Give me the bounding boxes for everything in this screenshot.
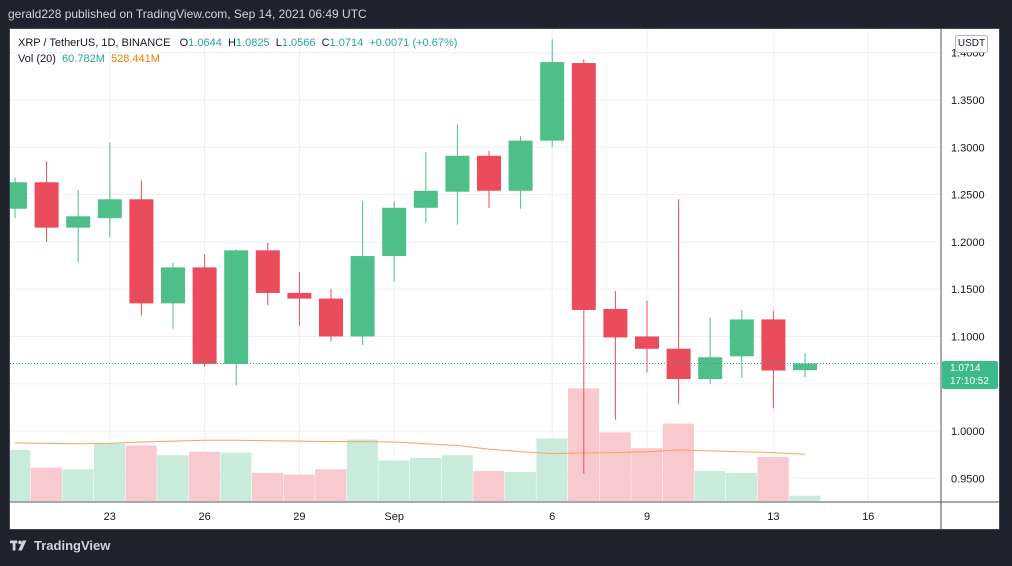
y-tick-label: 1.0000	[951, 426, 985, 438]
volume-bar[interactable]	[662, 423, 694, 501]
x-tick-label: 13	[767, 511, 779, 523]
volume-ma-line	[14, 439, 806, 455]
volume-bar[interactable]	[410, 457, 442, 501]
legend-close: 1.0714	[329, 37, 364, 49]
volume-bar[interactable]	[726, 472, 758, 501]
candle-body[interactable]	[761, 319, 786, 371]
volume-bar[interactable]	[378, 460, 410, 501]
x-tick-label: 6	[549, 511, 555, 523]
x-tick-label: 26	[198, 511, 210, 523]
candle-body[interactable]	[382, 207, 407, 257]
legend-vol-ma: 528.441M	[110, 53, 160, 65]
candle-body[interactable]	[10, 182, 27, 209]
candle-body[interactable]	[635, 336, 659, 349]
volume-bar[interactable]	[473, 471, 505, 501]
legend-vol-value: 60.782M	[62, 53, 105, 65]
volume-bar[interactable]	[315, 469, 347, 501]
candle-body[interactable]	[129, 199, 154, 304]
volume-bar[interactable]	[157, 455, 189, 501]
candle-body[interactable]	[729, 319, 754, 357]
candle-body[interactable]	[192, 267, 217, 364]
candle-body[interactable]	[603, 309, 628, 338]
legend-ohlc-row: XRP / TetherUS, 1D, BINANCE O1.0644 H1.0…	[18, 35, 457, 51]
volume-bar[interactable]	[789, 495, 821, 501]
last-price-tag: 1.0714 17:10:52	[942, 361, 998, 389]
y-tick-label: 1.3500	[951, 95, 985, 107]
candle-body[interactable]	[350, 256, 375, 337]
footer-brand-text: TradingView	[34, 538, 111, 553]
y-tick-label: 1.3000	[951, 142, 985, 154]
candle-body[interactable]	[97, 199, 122, 219]
legend-high-label: H	[227, 37, 236, 49]
volume-bar[interactable]	[10, 449, 31, 501]
volume-bar[interactable]	[599, 432, 631, 501]
y-tick-label: 1.2000	[951, 237, 985, 249]
x-tick-label: 29	[293, 511, 305, 523]
last-price: 1.0714	[950, 363, 981, 374]
volume-bar[interactable]	[220, 452, 252, 501]
x-tick-label: 16	[862, 511, 874, 523]
candle-body[interactable]	[698, 357, 723, 380]
legend-close-label: C	[321, 37, 330, 49]
candle-body[interactable]	[287, 292, 312, 299]
legend-open: 1.0644	[188, 37, 222, 49]
candle-body[interactable]	[319, 298, 343, 337]
candle-body[interactable]	[571, 63, 596, 310]
candle-body[interactable]	[477, 155, 501, 191]
candle-body[interactable]	[413, 190, 438, 208]
volume-bar[interactable]	[62, 469, 94, 501]
legend-high: 1.0825	[235, 37, 270, 49]
candle-body[interactable]	[34, 182, 59, 228]
volume-bar[interactable]	[694, 471, 726, 501]
volume-bar[interactable]	[504, 471, 536, 501]
y-tick-label: 1.1500	[951, 284, 985, 296]
volume-bar[interactable]	[536, 438, 568, 501]
volume-bar[interactable]	[631, 448, 663, 501]
candle-body[interactable]	[161, 267, 185, 304]
candle-body[interactable]	[508, 140, 533, 191]
candle-body[interactable]	[66, 216, 91, 228]
publisher-bar: gerald228 published on TradingView.com, …	[0, 0, 1012, 28]
legend-volume-row: Vol (20) 60.782M 528.441M	[18, 51, 457, 67]
x-tick-label: Sep	[384, 511, 404, 523]
candle-body[interactable]	[540, 62, 565, 141]
candle-body[interactable]	[255, 250, 280, 293]
legend-open-label: O	[179, 37, 189, 49]
chart-legend: XRP / TetherUS, 1D, BINANCE O1.0644 H1.0…	[18, 35, 457, 67]
candle-body[interactable]	[445, 155, 470, 192]
volume-bar[interactable]	[441, 455, 473, 501]
legend-symbol[interactable]: XRP / TetherUS, 1D, BINANCE	[18, 37, 171, 49]
y-tick-label: 1.2500	[951, 190, 985, 202]
volume-bar[interactable]	[757, 457, 789, 501]
volume-bar[interactable]	[30, 467, 62, 501]
candle-body[interactable]	[793, 363, 817, 371]
candle-body[interactable]	[224, 250, 249, 364]
legend-vol-label[interactable]: Vol (20)	[18, 53, 56, 65]
x-tick-label: 23	[104, 511, 116, 523]
x-tick-label: 9	[644, 511, 650, 523]
volume-bar[interactable]	[346, 439, 378, 501]
volume-bar[interactable]	[252, 472, 284, 501]
candlestick-chart[interactable]: 1.40001.35001.30001.25001.20001.15001.10…	[10, 29, 1000, 529]
legend-change: +0.0071 (+0.67%)	[369, 37, 458, 49]
volume-bar[interactable]	[125, 445, 157, 501]
y-tick-label: 0.9500	[951, 473, 985, 485]
volume-bar[interactable]	[283, 474, 315, 501]
tradingview-logo-icon	[10, 540, 27, 551]
volume-bar[interactable]	[94, 443, 126, 501]
volume-bar[interactable]	[188, 451, 220, 501]
footer-brand[interactable]: TradingView	[10, 538, 110, 553]
currency-button[interactable]: USDT	[955, 35, 988, 53]
publisher-text: gerald228 published on TradingView.com, …	[8, 7, 367, 21]
legend-low: 1.0566	[281, 37, 316, 49]
y-tick-label: 1.1000	[951, 331, 985, 343]
bar-countdown: 17:10:52	[950, 376, 989, 387]
legend-low-label: L	[275, 37, 282, 49]
